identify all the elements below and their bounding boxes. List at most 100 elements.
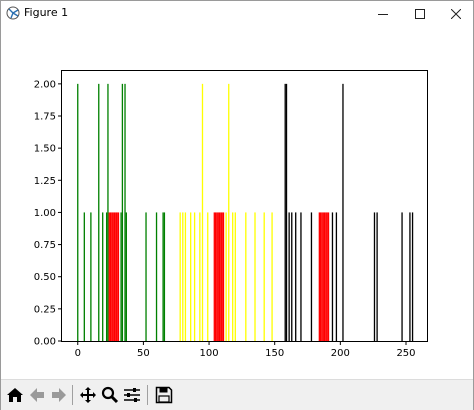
configure-subplots-button[interactable] [121,384,143,406]
bar [201,83,204,341]
bar [145,212,147,341]
maximize-button[interactable] [402,1,438,27]
bar [184,212,187,341]
minimize-icon [378,14,388,15]
bar [376,212,378,341]
bar [199,212,201,341]
forward-button[interactable] [48,384,70,406]
bar [125,212,127,341]
x-tick-label: 250 [396,348,415,359]
maximize-icon [415,9,425,19]
arrow-left-icon [30,388,44,402]
bar [217,212,219,341]
bar [245,212,247,341]
bar [117,212,120,341]
y-tick-label: 0.25 [34,304,56,315]
bar [120,212,122,341]
bar [319,212,322,341]
x-tick-label: 0 [75,348,81,359]
bar [193,212,196,341]
toolbar-separator [147,385,148,405]
bar [222,212,225,341]
bar [335,212,338,341]
home-icon [7,388,23,402]
y-tick-label: 2.00 [34,79,56,90]
bar [300,212,302,341]
close-icon [451,9,461,19]
bar [342,83,344,341]
bar [326,212,328,341]
bar [214,212,217,341]
title-bar[interactable]: Figure 1 [1,1,473,27]
move-icon [80,387,96,403]
bar [83,212,85,341]
bar [112,212,114,341]
y-tick-label: 0.75 [34,240,56,251]
save-button[interactable] [153,384,175,406]
bar [228,83,230,341]
bar [291,212,293,341]
x-tick-label: 100 [200,348,219,359]
bar [234,212,236,341]
bar [310,212,313,341]
y-tick-label: 0.00 [34,337,56,348]
bar [263,212,265,341]
y-tick-label: 1.50 [34,144,56,155]
bar [331,212,334,341]
bar [318,212,320,341]
arrow-right-icon [52,388,66,402]
bar [213,212,215,341]
bar [216,212,218,341]
bar [121,83,124,341]
bar [102,212,104,341]
bar [90,212,92,341]
navigation-toolbar [1,379,473,410]
bar [373,212,376,341]
y-tick-label: 1.00 [34,208,56,219]
figure-canvas[interactable]: 0 50 100 150 200 250 0.00 0.25 0.50 0.75 1.00 1.25… [1,27,473,379]
floppy-disk-icon [155,386,173,404]
bar [105,212,108,341]
bar [163,212,166,341]
bar [98,83,100,341]
bar [285,83,288,341]
bar [321,212,323,341]
x-tick-label: 50 [137,348,150,359]
bar [179,212,181,341]
bar [232,212,234,341]
pan-button[interactable] [77,384,99,406]
back-button[interactable] [26,384,48,406]
bar [116,212,118,341]
bar [221,212,223,341]
bar [182,212,184,341]
axes-frame [61,70,428,342]
bar [162,212,164,341]
bar [207,212,209,341]
bar [327,212,330,341]
bar [155,212,158,341]
bar [109,212,112,341]
close-button[interactable] [438,1,474,27]
magnifier-icon [101,386,119,404]
y-tick-label: 1.25 [34,176,56,187]
bar [295,212,297,341]
y-tick-label: 0.50 [34,272,56,283]
bar [111,212,113,341]
bar-chart: 0 50 100 150 200 250 0.00 0.25 0.50 0.75 1.00 1.25… [34,70,428,359]
home-button[interactable] [4,384,26,406]
bar [411,212,414,341]
bar [271,212,273,341]
x-tick-label: 150 [265,348,284,359]
matplotlib-icon [6,6,20,20]
toolbar-separator [72,385,73,405]
sliders-icon [124,388,140,402]
bar [113,212,116,341]
bar [325,212,327,341]
zoom-button[interactable] [99,384,121,406]
minimize-button[interactable] [365,1,401,27]
bar [77,83,79,341]
window-title: Figure 1 [24,6,69,19]
bar [401,212,403,341]
x-tick-label: 200 [331,348,350,359]
